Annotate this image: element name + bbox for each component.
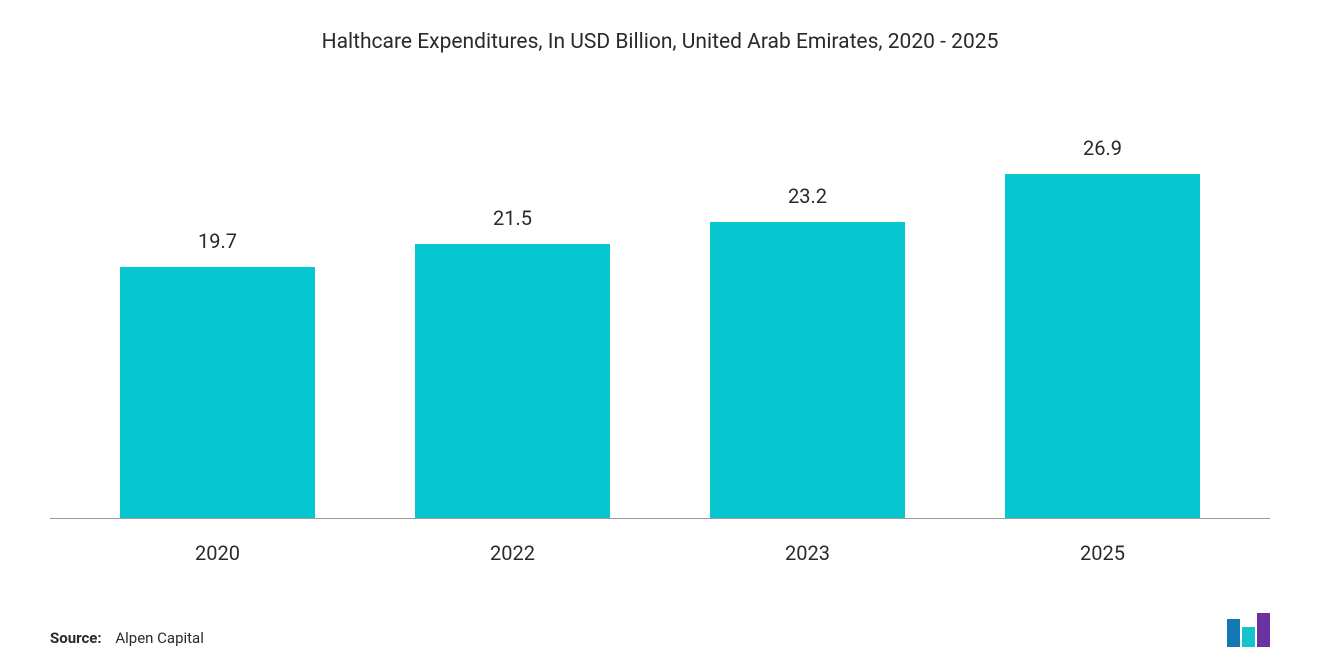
bar-group: 23.2 — [698, 184, 918, 519]
bar-value-label: 21.5 — [493, 206, 532, 230]
brand-logo-icon — [1227, 613, 1270, 647]
chart-title: Halthcare Expenditures, In USD Billion, … — [50, 30, 1270, 54]
bar-series: 19.7 21.5 23.2 26.9 — [50, 109, 1270, 519]
source-text: Alpen Capital — [115, 629, 204, 647]
bar-value-label: 26.9 — [1083, 136, 1122, 160]
chart-container: Halthcare Expenditures, In USD Billion, … — [0, 0, 1320, 665]
logo-bar-icon — [1227, 619, 1240, 647]
x-axis-line — [50, 518, 1270, 519]
x-axis-label: 2022 — [403, 541, 623, 565]
logo-bar-icon — [1242, 627, 1255, 647]
x-axis-labels: 2020 2022 2023 2025 — [50, 529, 1270, 579]
source-label: Source: — [50, 629, 102, 647]
bar-group: 21.5 — [403, 206, 623, 519]
logo-bar-icon — [1257, 613, 1270, 647]
bar-value-label: 23.2 — [788, 184, 827, 208]
x-axis-label: 2023 — [698, 541, 918, 565]
bar — [415, 244, 610, 519]
x-axis-label: 2025 — [993, 541, 1213, 565]
bar-group: 19.7 — [108, 229, 328, 519]
bar — [710, 222, 905, 519]
x-axis-label: 2020 — [108, 541, 328, 565]
bar — [120, 267, 315, 519]
source-attribution: Source: Alpen Capital — [50, 629, 204, 647]
bar — [1005, 174, 1200, 519]
chart-footer: Source: Alpen Capital — [50, 613, 1270, 647]
bar-group: 26.9 — [993, 136, 1213, 519]
bar-value-label: 19.7 — [198, 229, 237, 253]
chart-plot-area: 19.7 21.5 23.2 26.9 2020 2022 2023 2025 — [50, 109, 1270, 579]
